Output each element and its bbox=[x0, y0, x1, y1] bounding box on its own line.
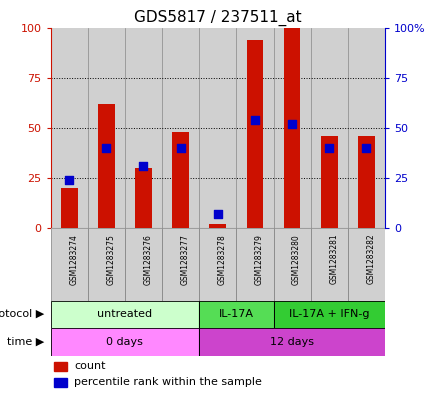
Bar bbox=[274, 228, 311, 301]
Bar bbox=[321, 136, 337, 228]
Bar bbox=[88, 228, 125, 301]
Bar bbox=[209, 224, 226, 228]
Bar bbox=[125, 228, 162, 301]
Bar bbox=[199, 301, 274, 328]
Point bbox=[140, 163, 147, 169]
Bar bbox=[135, 168, 152, 228]
Text: untreated: untreated bbox=[97, 309, 153, 320]
Bar bbox=[358, 136, 375, 228]
Bar bbox=[51, 301, 199, 328]
Bar bbox=[54, 378, 67, 387]
Bar bbox=[311, 28, 348, 228]
Bar bbox=[125, 228, 162, 301]
Bar bbox=[51, 228, 88, 301]
Point bbox=[214, 211, 221, 217]
Bar bbox=[236, 228, 274, 301]
Bar bbox=[162, 228, 199, 301]
Text: 12 days: 12 days bbox=[270, 337, 314, 347]
Bar bbox=[348, 28, 385, 228]
Point bbox=[103, 145, 110, 151]
Point bbox=[251, 117, 258, 123]
Bar bbox=[246, 40, 263, 228]
Bar bbox=[311, 228, 348, 301]
Text: protocol ▶: protocol ▶ bbox=[0, 309, 44, 320]
Text: GSM1283280: GSM1283280 bbox=[292, 234, 301, 285]
Bar bbox=[199, 328, 385, 356]
Bar bbox=[199, 28, 236, 228]
Point bbox=[177, 145, 184, 151]
Text: count: count bbox=[74, 361, 106, 371]
Bar bbox=[51, 328, 199, 356]
Bar bbox=[88, 228, 125, 301]
Text: 0 days: 0 days bbox=[106, 337, 143, 347]
Bar bbox=[199, 228, 236, 301]
Bar bbox=[51, 228, 88, 301]
Bar bbox=[199, 301, 274, 328]
Text: time ▶: time ▶ bbox=[7, 337, 44, 347]
Bar bbox=[236, 28, 274, 228]
Text: percentile rank within the sample: percentile rank within the sample bbox=[74, 377, 262, 387]
Text: GSM1283281: GSM1283281 bbox=[329, 234, 338, 285]
Bar bbox=[172, 132, 189, 228]
Text: GSM1283277: GSM1283277 bbox=[181, 234, 190, 285]
Text: GSM1283276: GSM1283276 bbox=[143, 234, 153, 285]
Text: GSM1283278: GSM1283278 bbox=[218, 234, 227, 285]
Bar bbox=[98, 104, 115, 228]
Bar bbox=[311, 228, 348, 301]
Bar bbox=[162, 28, 199, 228]
Bar bbox=[274, 228, 311, 301]
Bar bbox=[51, 301, 199, 328]
Point bbox=[363, 145, 370, 151]
Text: IL-17A + IFN-g: IL-17A + IFN-g bbox=[289, 309, 370, 320]
Text: GSM1283275: GSM1283275 bbox=[106, 234, 115, 285]
Bar bbox=[125, 28, 162, 228]
Point bbox=[289, 121, 296, 127]
Bar bbox=[236, 228, 274, 301]
Bar bbox=[51, 28, 88, 228]
Text: GSM1283282: GSM1283282 bbox=[367, 234, 375, 285]
Bar bbox=[54, 362, 67, 371]
Bar bbox=[274, 28, 311, 228]
Text: IL-17A: IL-17A bbox=[219, 309, 254, 320]
Bar bbox=[51, 328, 199, 356]
Bar bbox=[284, 28, 301, 228]
Bar bbox=[88, 28, 125, 228]
Title: GDS5817 / 237511_at: GDS5817 / 237511_at bbox=[134, 10, 301, 26]
Bar bbox=[61, 188, 77, 228]
Text: GSM1283279: GSM1283279 bbox=[255, 234, 264, 285]
Bar bbox=[348, 228, 385, 301]
Bar bbox=[274, 301, 385, 328]
Point bbox=[66, 177, 73, 183]
Bar bbox=[162, 228, 199, 301]
Bar bbox=[348, 228, 385, 301]
Text: GSM1283274: GSM1283274 bbox=[69, 234, 78, 285]
Point bbox=[326, 145, 333, 151]
Bar bbox=[199, 328, 385, 356]
Bar bbox=[274, 301, 385, 328]
Bar bbox=[199, 228, 236, 301]
